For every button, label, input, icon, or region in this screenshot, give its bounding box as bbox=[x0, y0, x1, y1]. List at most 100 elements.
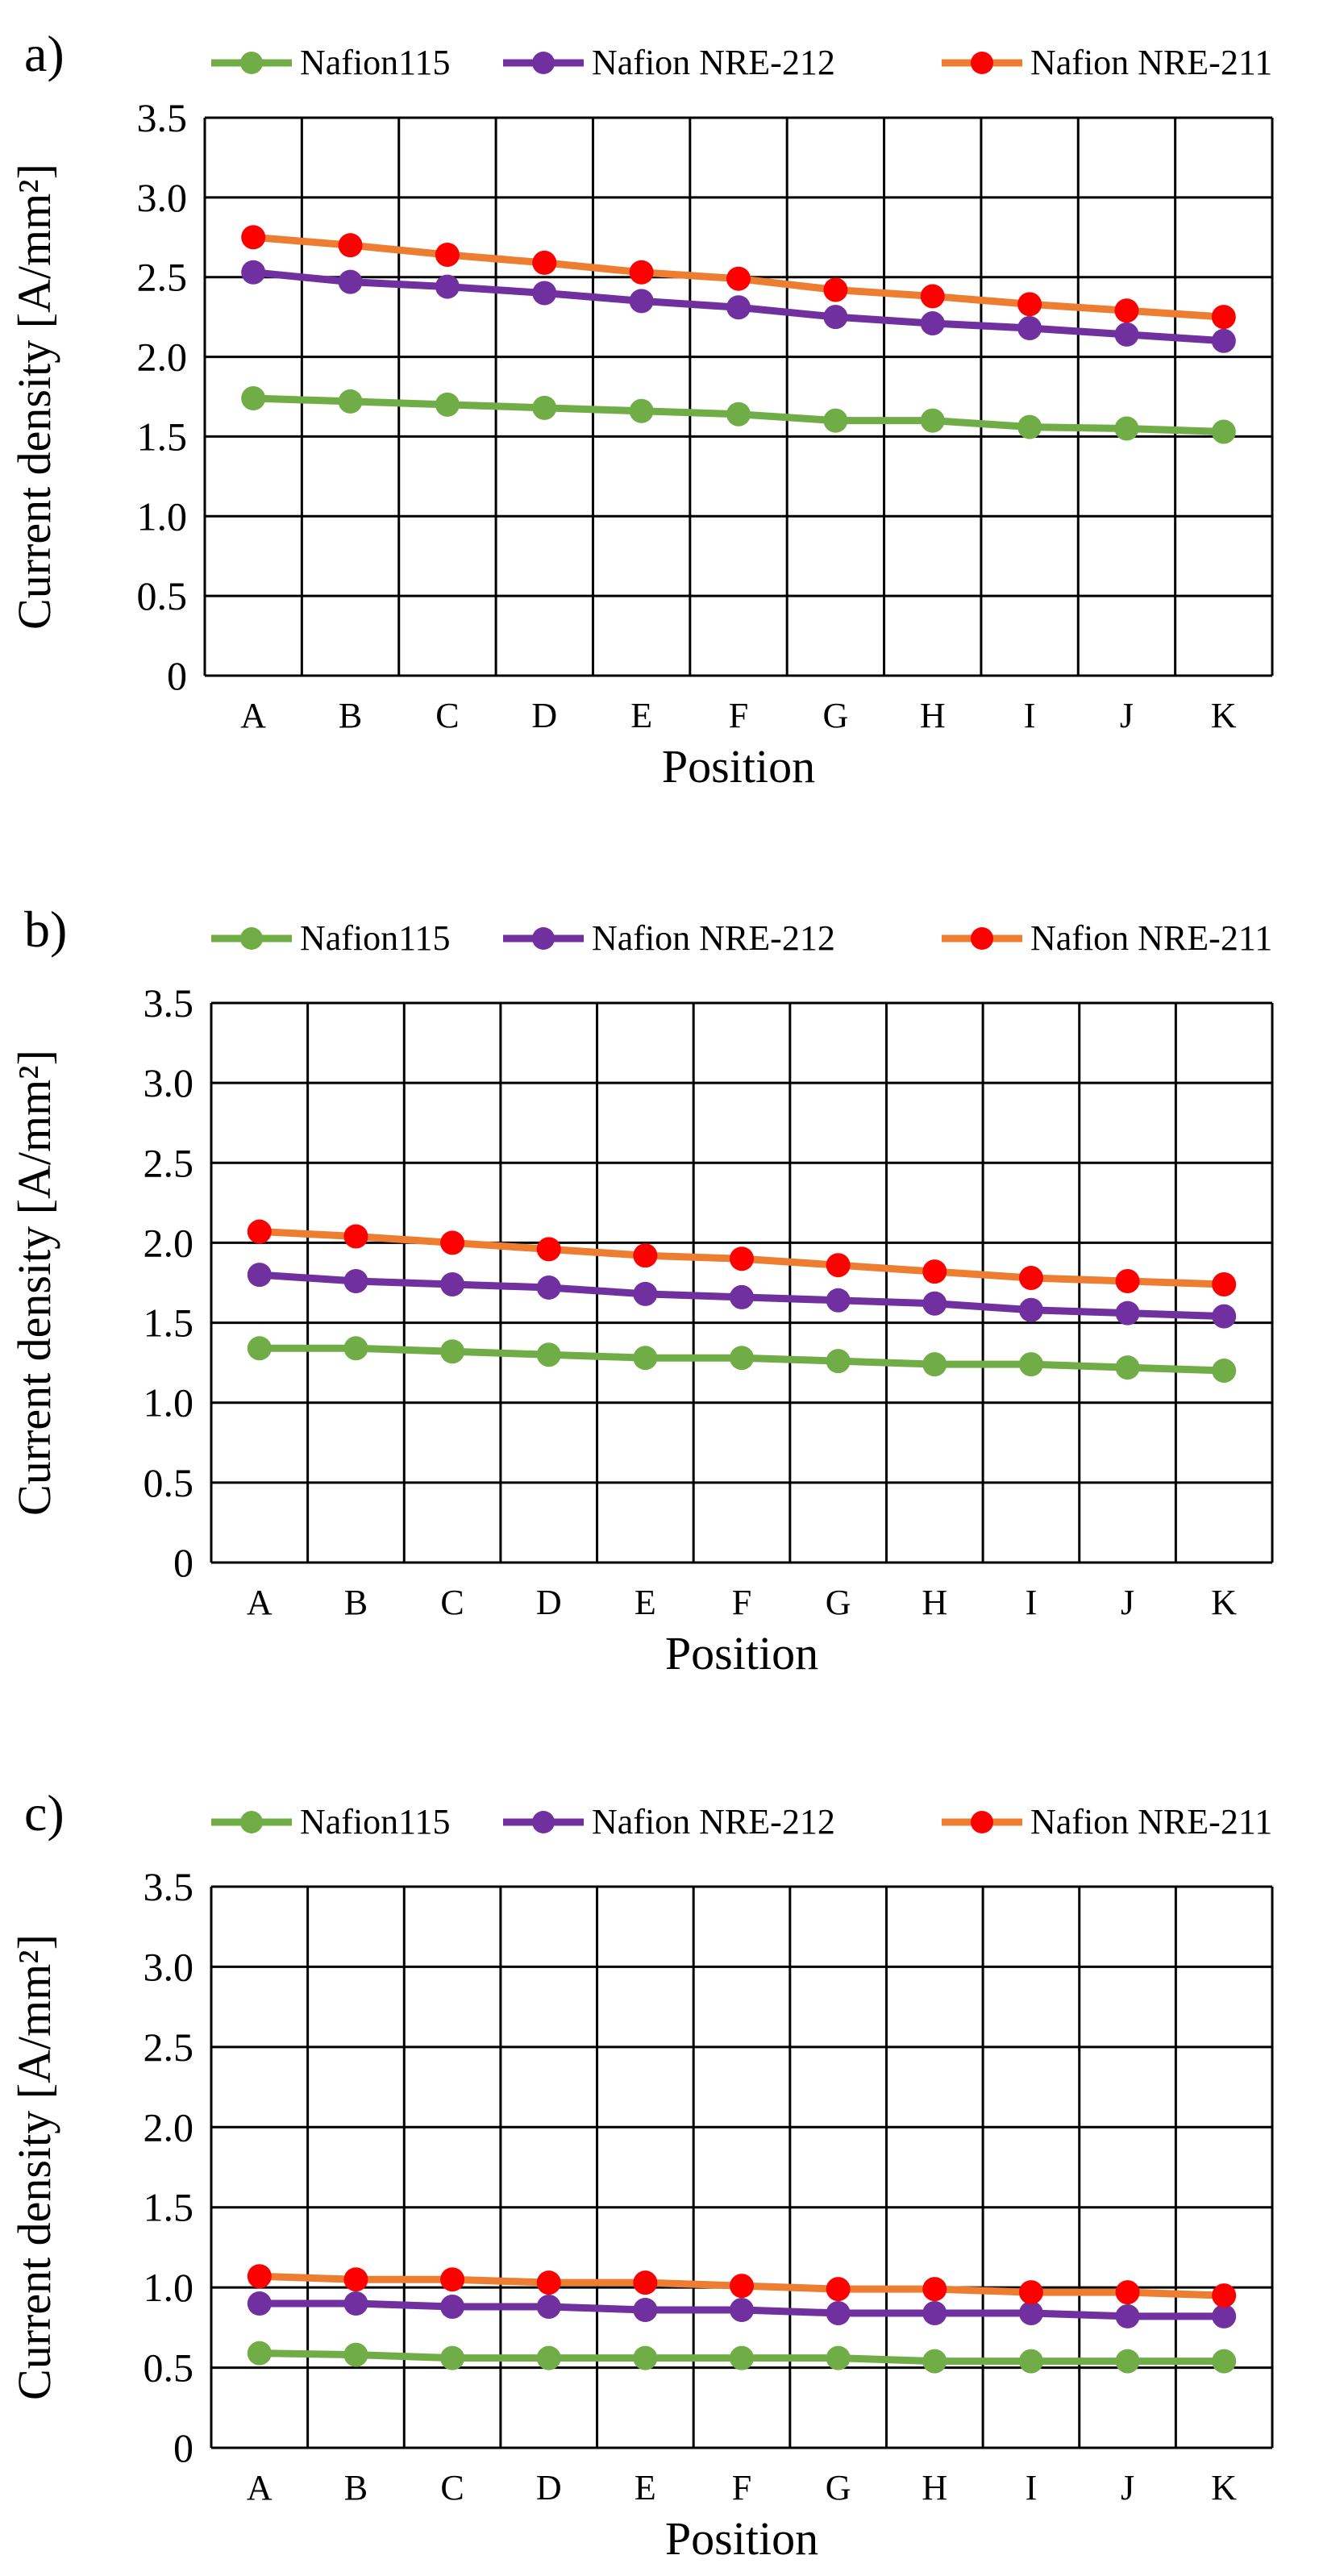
data-point-nre211 bbox=[920, 284, 945, 309]
x-tick-label: C bbox=[435, 696, 459, 735]
y-tick-label: 1.5 bbox=[144, 1300, 194, 1346]
legend-entry-nre211: Nafion NRE-211 bbox=[1030, 43, 1272, 82]
data-point-nre212 bbox=[823, 305, 848, 330]
x-tick-label: B bbox=[344, 2468, 368, 2507]
data-point-nafion115 bbox=[536, 2345, 561, 2370]
x-tick-label: I bbox=[1026, 2468, 1038, 2507]
data-point-nre211 bbox=[730, 2274, 754, 2299]
data-point-nre212 bbox=[1114, 322, 1139, 347]
y-tick-label: 0 bbox=[173, 1540, 193, 1585]
x-axis-label: Position bbox=[665, 2512, 818, 2565]
y-axis-label: Current density [A/mm²] bbox=[8, 164, 60, 630]
x-tick-label: A bbox=[240, 696, 266, 735]
data-point-nre212 bbox=[1212, 2303, 1237, 2328]
legend-marker-nre212 bbox=[532, 52, 555, 74]
data-point-nre211 bbox=[633, 1243, 658, 1268]
data-point-nre212 bbox=[730, 1284, 754, 1309]
data-point-nre212 bbox=[1115, 2303, 1140, 2328]
data-point-nre211 bbox=[343, 1224, 368, 1249]
legend-marker-nafion115 bbox=[240, 52, 263, 74]
panel-label: a) bbox=[24, 25, 64, 82]
legend-marker-nafion115 bbox=[240, 927, 263, 950]
legend-marker-nre211 bbox=[971, 52, 993, 74]
x-tick-label: D bbox=[536, 1583, 562, 1622]
data-point-nre212 bbox=[440, 2295, 465, 2320]
x-tick-label: D bbox=[531, 696, 557, 735]
y-tick-label: 1.0 bbox=[144, 2265, 194, 2310]
data-point-nafion115 bbox=[343, 2342, 368, 2367]
y-tick-label: 3.0 bbox=[144, 1060, 194, 1105]
data-point-nre211 bbox=[1018, 1266, 1043, 1291]
y-tick-label: 3.0 bbox=[137, 175, 188, 220]
x-tick-label: I bbox=[1026, 1583, 1038, 1622]
series-nre212 bbox=[247, 2291, 1237, 2328]
data-point-nre212 bbox=[247, 2291, 272, 2316]
data-point-nafion115 bbox=[247, 2341, 272, 2366]
x-tick-label: G bbox=[822, 696, 848, 735]
x-axis-label: Position bbox=[665, 1627, 818, 1679]
legend-marker-nre211 bbox=[971, 1811, 993, 1833]
panel-label: b) bbox=[24, 901, 67, 958]
y-tick-label: 0 bbox=[167, 653, 187, 698]
x-tick-label: I bbox=[1024, 696, 1036, 735]
y-tick-label: 1.0 bbox=[137, 493, 188, 539]
data-point-nafion115 bbox=[338, 389, 363, 414]
data-point-nafion115 bbox=[823, 408, 848, 433]
y-tick-label: 0.5 bbox=[137, 573, 188, 618]
y-axis-label: Current density [A/mm²] bbox=[8, 1050, 60, 1516]
legend-entry-nre212: Nafion NRE-212 bbox=[592, 1802, 835, 1841]
series-nafion115 bbox=[247, 1336, 1237, 1384]
data-point-nre211 bbox=[536, 1237, 561, 1262]
x-tick-label: G bbox=[826, 2468, 851, 2507]
data-point-nre211 bbox=[343, 2267, 368, 2292]
data-point-nafion115 bbox=[343, 1336, 368, 1361]
data-point-nre211 bbox=[241, 225, 266, 250]
data-point-nafion115 bbox=[435, 392, 460, 417]
data-point-nre212 bbox=[241, 260, 266, 285]
series-nre211 bbox=[241, 225, 1236, 330]
data-point-nre212 bbox=[536, 1275, 561, 1300]
y-tick-label: 1.0 bbox=[144, 1380, 194, 1425]
x-tick-label: J bbox=[1121, 2468, 1134, 2507]
chart-panel-1: a) Nafion115 Nafion NRE-212 Nafion NRE-211 0… bbox=[8, 25, 1274, 793]
y-tick-label: 2.0 bbox=[144, 1220, 194, 1265]
data-point-nre212 bbox=[826, 2300, 851, 2325]
data-point-nafion115 bbox=[440, 1339, 465, 1364]
legend-entry-nre211: Nafion NRE-211 bbox=[1030, 918, 1272, 958]
data-point-nafion115 bbox=[922, 2349, 947, 2374]
data-point-nre211 bbox=[922, 2277, 947, 2302]
legend-entry-nre211: Nafion NRE-211 bbox=[1030, 1802, 1272, 1841]
data-point-nafion115 bbox=[1212, 1359, 1237, 1384]
data-point-nre211 bbox=[440, 1230, 465, 1255]
data-point-nafion115 bbox=[241, 385, 266, 410]
x-tick-label: F bbox=[732, 2468, 751, 2507]
x-tick-label: H bbox=[920, 696, 946, 735]
data-point-nre211 bbox=[1017, 292, 1042, 317]
data-point-nre212 bbox=[726, 295, 751, 320]
x-tick-label: K bbox=[1211, 696, 1237, 735]
legend: Nafion115 Nafion NRE-212 Nafion NRE-211 bbox=[211, 918, 1272, 958]
y-tick-label: 0.5 bbox=[144, 2345, 194, 2391]
x-tick-label: E bbox=[635, 1583, 656, 1622]
data-point-nafion115 bbox=[1212, 2349, 1237, 2374]
data-point-nre212 bbox=[920, 311, 945, 336]
series-nre212 bbox=[241, 260, 1236, 353]
data-point-nre211 bbox=[633, 2270, 658, 2295]
data-point-nafion115 bbox=[536, 1342, 561, 1367]
y-tick-label: 3.5 bbox=[144, 1864, 194, 1909]
y-tick-label: 0 bbox=[173, 2425, 193, 2470]
data-point-nre211 bbox=[826, 1253, 851, 1278]
data-point-nre211 bbox=[1115, 2280, 1140, 2305]
y-tick-label: 0.5 bbox=[144, 1460, 194, 1505]
data-point-nre212 bbox=[633, 1281, 658, 1306]
data-point-nre212 bbox=[440, 1271, 465, 1296]
data-point-nre211 bbox=[532, 250, 557, 275]
x-tick-label: A bbox=[247, 2468, 273, 2507]
y-tick-label: 2.0 bbox=[144, 2104, 194, 2149]
data-point-nre212 bbox=[532, 281, 557, 306]
chart-panel-2: b) Nafion115 Nafion NRE-212 Nafion NRE-211 0… bbox=[8, 901, 1274, 1679]
data-point-nafion115 bbox=[633, 1346, 658, 1371]
data-point-nre212 bbox=[343, 1269, 368, 1294]
data-point-nafion115 bbox=[1115, 1355, 1140, 1380]
data-point-nre212 bbox=[1211, 328, 1236, 353]
